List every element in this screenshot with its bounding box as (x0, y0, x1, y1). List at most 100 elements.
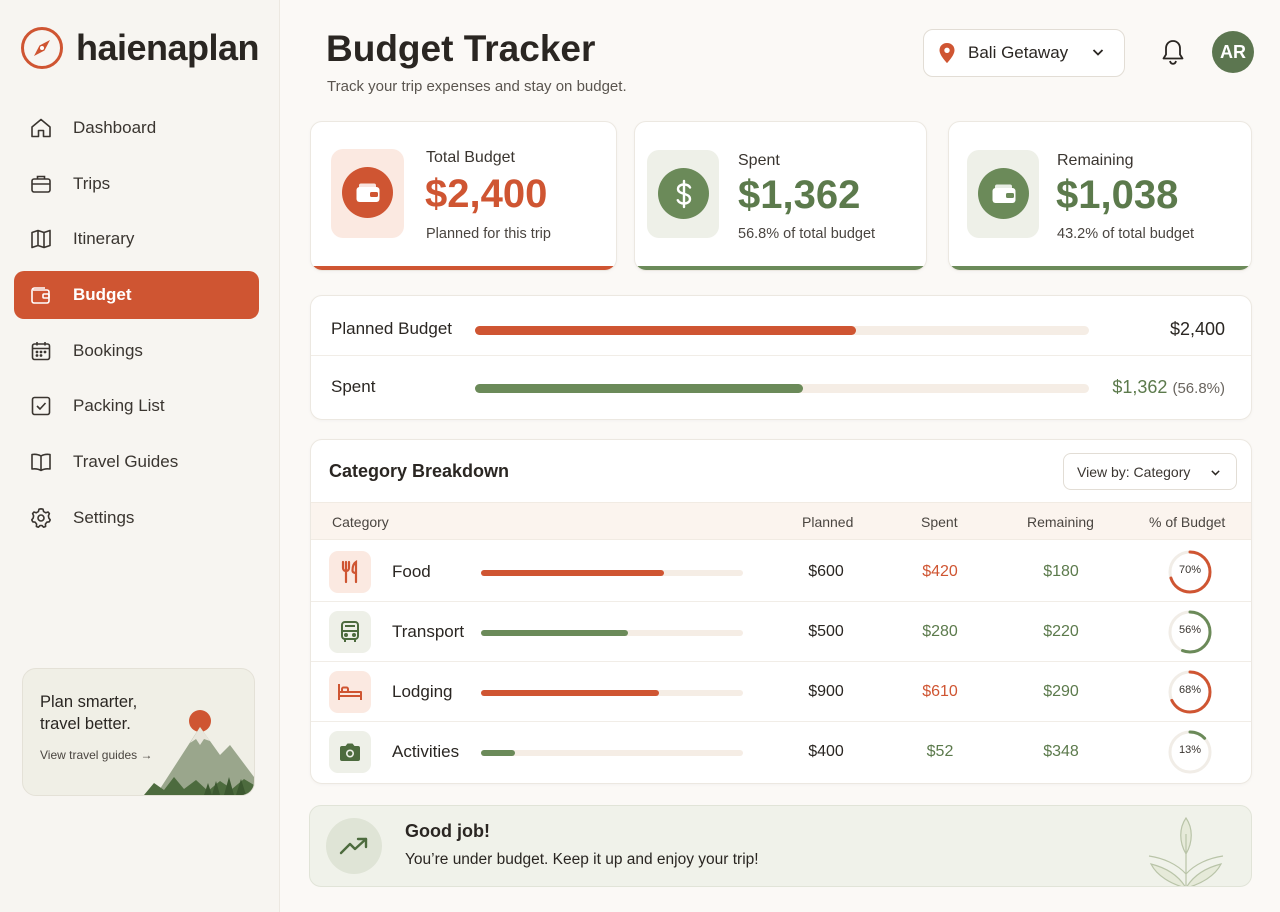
compass-logo-icon (21, 27, 63, 69)
under-budget-banner: Good job! You’re under budget. Keep it u… (309, 805, 1252, 887)
progress-fill (475, 384, 804, 393)
sidebar-item-label: Budget (73, 285, 132, 305)
sidebar-item-travel-guides[interactable]: Travel Guides (14, 438, 259, 486)
mountain-illustration-icon (144, 710, 254, 795)
percent-label: 13% (1178, 744, 1202, 756)
progress-value: $2,400 (1169, 319, 1225, 339)
checkbox-icon (31, 397, 51, 416)
remaining-cell: $290 (1043, 683, 1079, 700)
sidebar-item-budget[interactable]: Budget (14, 271, 259, 320)
column-header-spent: Spent (921, 514, 958, 530)
column-header-remaining: Remaining (1027, 514, 1094, 530)
spent-progress-row: Spent $1,362 (56.8%) (311, 357, 1251, 417)
percent-ring (1168, 670, 1212, 714)
wallet-icon (356, 183, 379, 202)
table-row[interactable]: Food $600 $420 $180 70% (311, 542, 1251, 602)
percent-ring (1168, 730, 1212, 774)
sidebar: haienaplan Dashboard Trips Itinerary Bud… (0, 0, 280, 912)
percent-ring-arc (1168, 610, 1212, 654)
card-accent-bar (949, 266, 1251, 270)
table-row[interactable]: Transport $500 $280 $220 56% (311, 602, 1251, 662)
category-bar-fill (481, 570, 665, 576)
leaf-decoration-icon (1148, 816, 1224, 886)
planned-cell: $900 (808, 683, 844, 700)
category-bar-track (481, 750, 743, 756)
view-by-dropdown[interactable]: View by: Category (1063, 453, 1237, 490)
suitcase-icon (31, 175, 51, 193)
bell-icon[interactable] (1158, 37, 1188, 67)
sidebar-item-packing-list[interactable]: Packing List (14, 382, 259, 430)
progress-value: $1,362 (56.8%) (1112, 377, 1225, 398)
promo-card[interactable]: Plan smarter, travel better. View travel… (22, 668, 255, 796)
progress-label: Planned Budget (331, 319, 452, 338)
trending-up-icon (339, 837, 368, 855)
category-name: Lodging (392, 682, 453, 701)
sidebar-item-bookings[interactable]: Bookings (14, 327, 259, 375)
stat-icon-bg (967, 150, 1039, 238)
map-icon (31, 230, 51, 249)
percent-label: 68% (1178, 684, 1202, 696)
column-header-percent: % of Budget (1149, 514, 1226, 530)
sidebar-item-dashboard[interactable]: Dashboard (14, 104, 259, 152)
trend-up-icon-bg (326, 818, 382, 874)
avatar[interactable]: AR (1212, 31, 1254, 73)
progress-track (475, 384, 1089, 393)
promo-link[interactable]: View travel guides → (40, 748, 153, 762)
stat-icon-circle (658, 168, 709, 219)
card-accent-bar (311, 266, 616, 270)
wallet-icon (31, 287, 50, 304)
book-icon (31, 453, 51, 472)
bed-icon (338, 684, 362, 700)
trip-selector-value: Bali Getaway (968, 43, 1069, 62)
category-icon-bg (329, 731, 371, 773)
percent-label: 56% (1178, 624, 1202, 636)
planned-progress-row: Planned Budget $2,400 (311, 296, 1251, 356)
category-icon-bg (329, 671, 371, 713)
total-budget-card: Total Budget $2,400 Planned for this tri… (310, 121, 617, 271)
stat-label: Total Budget (426, 149, 515, 166)
sidebar-item-itinerary[interactable]: Itinerary (14, 215, 259, 263)
arrow-right-icon: → (140, 748, 153, 762)
stat-value: $1,362 (738, 173, 861, 217)
category-icon-bg (329, 611, 371, 653)
percent-label: 70% (1178, 564, 1202, 576)
utensils-icon (341, 560, 358, 584)
brand[interactable]: haienaplan (20, 26, 260, 70)
sidebar-item-settings[interactable]: Settings (14, 494, 259, 542)
sidebar-item-label: Trips (73, 173, 111, 193)
table-row[interactable]: Lodging $900 $610 $290 68% (311, 662, 1251, 722)
planned-cell: $500 (808, 623, 844, 640)
trip-selector[interactable]: Bali Getaway (923, 29, 1125, 77)
stat-value: $1,038 (1056, 173, 1179, 217)
view-by-value: View by: Category (1077, 463, 1191, 480)
percent-ring-arc (1168, 730, 1212, 774)
wallet-icon (992, 184, 1015, 203)
progress-fill (475, 326, 856, 335)
spent-cell: $420 (922, 563, 958, 580)
percent-ring (1168, 610, 1212, 654)
card-accent-bar (635, 266, 926, 270)
budget-progress-card: Planned Budget $2,400 Spent $1,362 (56.8… (310, 295, 1252, 420)
category-bar-track (481, 630, 743, 636)
gear-icon (31, 507, 51, 528)
column-header-category: Category (332, 514, 389, 530)
sidebar-item-label: Packing List (73, 396, 165, 416)
section-title: Category Breakdown (329, 461, 510, 481)
stat-label: Remaining (1057, 152, 1134, 169)
remaining-card: Remaining $1,038 43.2% of total budget (948, 121, 1252, 271)
page-subtitle: Track your trip expenses and stay on bud… (327, 78, 627, 95)
sidebar-item-trips[interactable]: Trips (14, 160, 259, 208)
sidebar-item-label: Travel Guides (73, 452, 179, 472)
stat-icon-circle (342, 167, 393, 218)
table-row[interactable]: Activities $400 $52 $348 13% (311, 722, 1251, 782)
banner-title: Good job! (405, 821, 490, 841)
stat-icon-bg (331, 149, 404, 238)
percent-ring-arc (1168, 550, 1212, 594)
chevron-down-icon (1092, 49, 1104, 56)
progress-label: Spent (331, 377, 376, 396)
stat-note: Planned for this trip (426, 226, 551, 242)
planned-cell: $400 (808, 743, 844, 760)
category-name: Transport (392, 622, 465, 641)
bus-icon (341, 621, 359, 642)
sidebar-item-label: Bookings (73, 340, 143, 360)
